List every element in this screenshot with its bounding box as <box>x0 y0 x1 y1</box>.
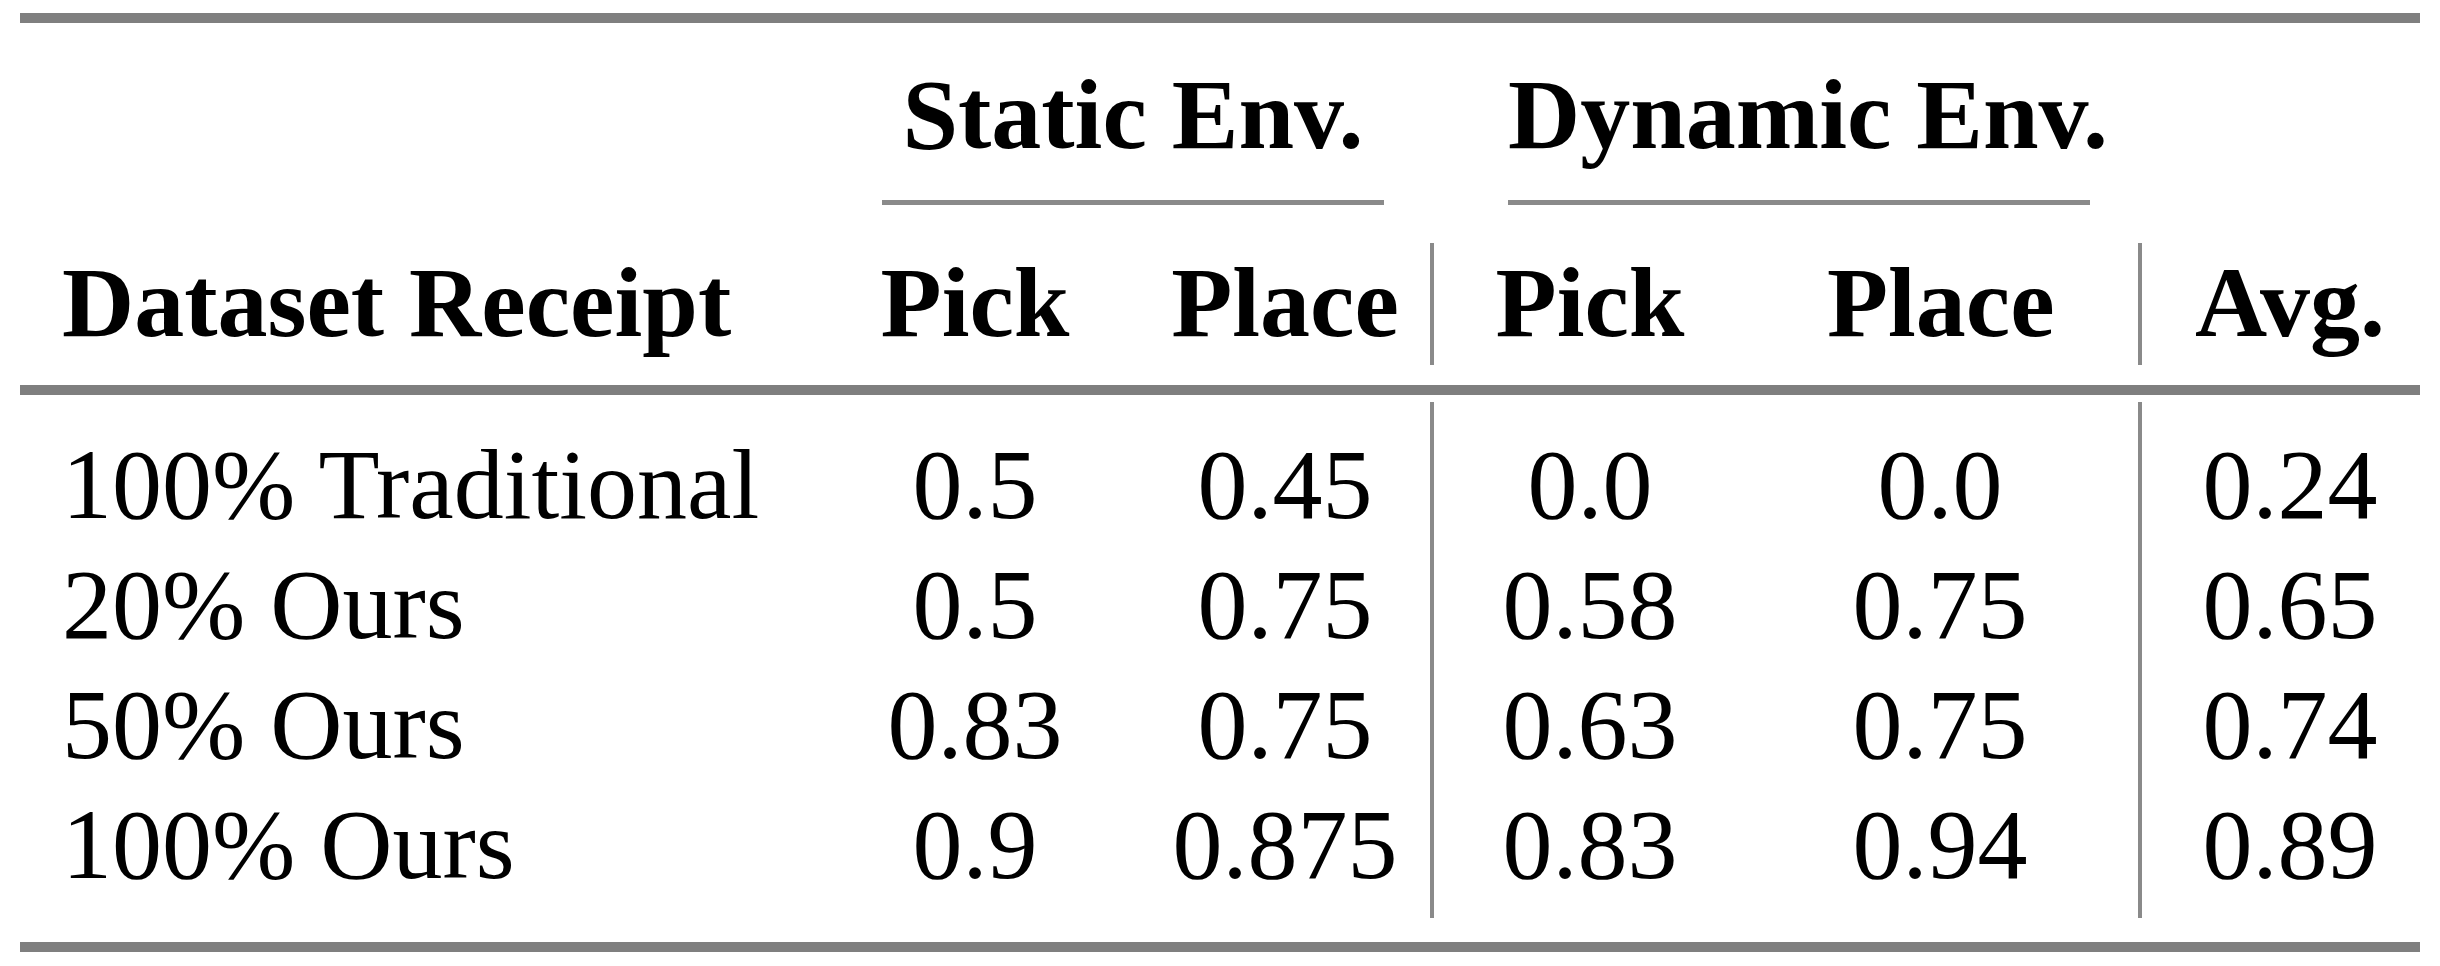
cell-dynamic-pick: 0.83 <box>1477 785 1703 905</box>
header-dynamic-place: Place <box>1827 240 2053 365</box>
cell-dynamic-pick: 0.63 <box>1477 665 1703 785</box>
table-row: 20% Ours 0.5 0.75 0.58 0.75 0.65 <box>0 545 2440 665</box>
header-avg: Avg. <box>2177 240 2403 365</box>
table-row: 100% Traditional 0.5 0.45 0.0 0.0 0.24 <box>0 425 2440 545</box>
cell-static-pick: 0.5 <box>862 425 1088 545</box>
table-top-rule <box>20 13 2420 23</box>
cell-static-pick: 0.83 <box>862 665 1088 785</box>
header-row: Dataset Receipt Pick Place Pick Place Av… <box>0 240 2440 365</box>
vertical-separator-1-header <box>1430 243 1434 365</box>
cell-dynamic-place: 0.75 <box>1827 665 2053 785</box>
cell-static-place: 0.75 <box>1162 665 1408 785</box>
cell-static-place: 0.875 <box>1162 785 1408 905</box>
table-mid-rule <box>20 385 2420 395</box>
cell-dynamic-place: 0.0 <box>1827 425 2053 545</box>
row-label: 50% Ours <box>62 665 822 785</box>
cell-avg: 0.74 <box>2177 665 2403 785</box>
header-dynamic-pick: Pick <box>1477 240 1703 365</box>
table-row: 50% Ours 0.83 0.75 0.63 0.75 0.74 <box>0 665 2440 785</box>
header-static-place: Place <box>1162 240 1408 365</box>
header-dataset-receipt: Dataset Receipt <box>62 240 822 365</box>
vertical-separator-2-header <box>2138 243 2142 365</box>
table-row: 100% Ours 0.9 0.875 0.83 0.94 0.89 <box>0 785 2440 905</box>
cell-dynamic-pick: 0.0 <box>1477 425 1703 545</box>
cell-static-place: 0.45 <box>1162 425 1408 545</box>
cell-static-place: 0.75 <box>1162 545 1408 665</box>
column-group-dynamic-env: Dynamic Env. <box>1508 50 2090 180</box>
cell-dynamic-place: 0.94 <box>1827 785 2053 905</box>
cell-avg: 0.89 <box>2177 785 2403 905</box>
row-label: 20% Ours <box>62 545 822 665</box>
static-env-cmidrule <box>882 200 1384 205</box>
cell-dynamic-pick: 0.58 <box>1477 545 1703 665</box>
cell-dynamic-place: 0.75 <box>1827 545 2053 665</box>
table-bottom-rule <box>20 942 2420 952</box>
header-static-pick: Pick <box>862 240 1088 365</box>
cell-avg: 0.65 <box>2177 545 2403 665</box>
column-group-static-env: Static Env. <box>882 50 1384 180</box>
cell-static-pick: 0.5 <box>862 545 1088 665</box>
cell-avg: 0.24 <box>2177 425 2403 545</box>
cell-static-pick: 0.9 <box>862 785 1088 905</box>
row-label: 100% Traditional <box>62 425 822 545</box>
results-table: Static Env. Dynamic Env. Dataset Receipt… <box>0 0 2440 966</box>
dynamic-env-cmidrule <box>1508 200 2090 205</box>
row-label: 100% Ours <box>62 785 822 905</box>
